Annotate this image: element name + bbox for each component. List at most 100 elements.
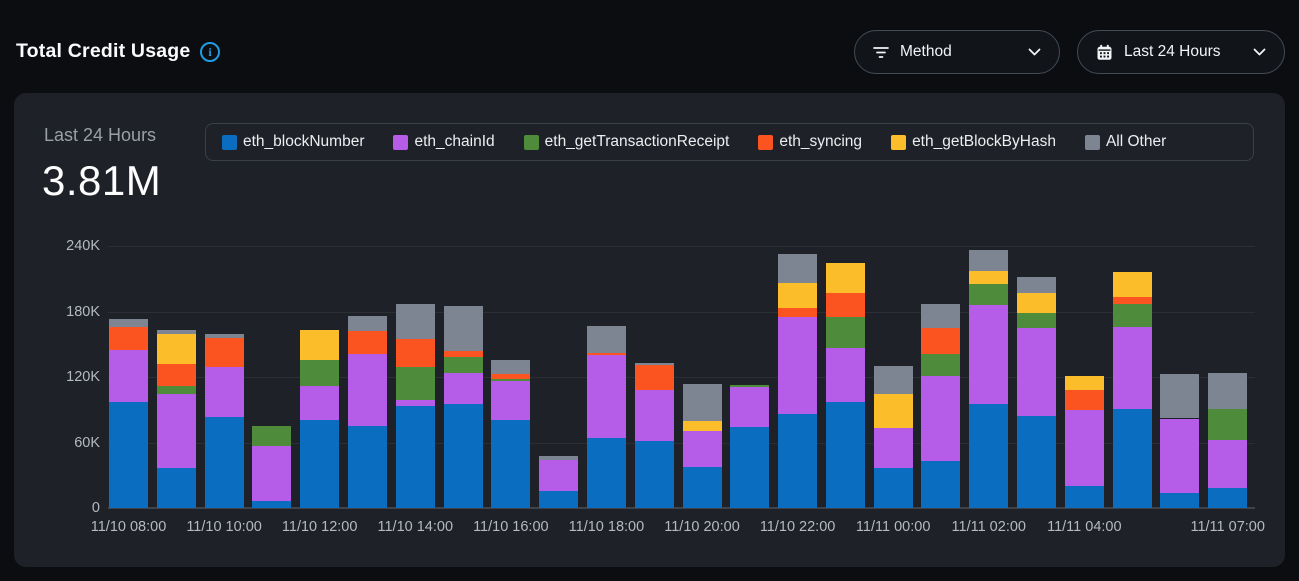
- info-icon[interactable]: i: [200, 42, 220, 62]
- bar-segment[interactable]: [443, 306, 483, 351]
- bar-segment[interactable]: [491, 419, 531, 508]
- bar-segment[interactable]: [300, 419, 340, 508]
- bar-segment[interactable]: [1208, 440, 1248, 489]
- chart-bar[interactable]: [156, 246, 196, 508]
- bar-segment[interactable]: [730, 427, 770, 508]
- chart-bar[interactable]: [443, 246, 483, 508]
- bar-segment[interactable]: [443, 357, 483, 373]
- bar-segment[interactable]: [778, 283, 818, 309]
- bar-segment[interactable]: [1064, 375, 1104, 391]
- bar-segment[interactable]: [300, 385, 340, 420]
- bar-segment[interactable]: [682, 383, 722, 421]
- bar-segment[interactable]: [539, 490, 579, 508]
- legend-item[interactable]: eth_getBlockByHash: [891, 133, 1056, 151]
- bar-segment[interactable]: [204, 337, 244, 368]
- bar-segment[interactable]: [109, 349, 148, 403]
- chart-bar[interactable]: [969, 246, 1009, 508]
- bar-segment[interactable]: [395, 338, 435, 368]
- chart-bar[interactable]: [921, 246, 961, 508]
- bar-segment[interactable]: [969, 284, 1009, 305]
- bar-segment[interactable]: [491, 359, 531, 374]
- bar-segment[interactable]: [1160, 373, 1200, 419]
- bar-segment[interactable]: [825, 292, 865, 317]
- bar-segment[interactable]: [825, 402, 865, 508]
- bar-segment[interactable]: [204, 417, 244, 508]
- bar-segment[interactable]: [1208, 408, 1248, 441]
- bar-segment[interactable]: [1208, 488, 1248, 508]
- bar-segment[interactable]: [1112, 272, 1152, 298]
- bar-segment[interactable]: [921, 354, 961, 376]
- bar-segment[interactable]: [156, 467, 196, 508]
- bar-segment[interactable]: [1017, 416, 1057, 508]
- chart-bar[interactable]: [778, 246, 818, 508]
- chart-bar[interactable]: [109, 246, 148, 508]
- bar-segment[interactable]: [300, 330, 340, 360]
- bar-segment[interactable]: [969, 404, 1009, 508]
- bar-segment[interactable]: [395, 399, 435, 407]
- chart-bar[interactable]: [252, 246, 292, 508]
- bar-segment[interactable]: [873, 366, 913, 395]
- bar-segment[interactable]: [109, 326, 148, 350]
- bar-segment[interactable]: [156, 334, 196, 364]
- chart-bar[interactable]: [873, 246, 913, 508]
- legend-item[interactable]: eth_syncing: [758, 133, 862, 151]
- chart-bar[interactable]: [347, 246, 387, 508]
- bar-segment[interactable]: [873, 394, 913, 429]
- legend-item[interactable]: All Other: [1084, 133, 1166, 151]
- bar-segment[interactable]: [778, 308, 818, 317]
- bar-segment[interactable]: [252, 445, 292, 502]
- bar-segment[interactable]: [539, 459, 579, 491]
- bar-segment[interactable]: [969, 250, 1009, 272]
- bar-segment[interactable]: [156, 385, 196, 395]
- bar-segment[interactable]: [682, 430, 722, 467]
- bar-segment[interactable]: [825, 316, 865, 348]
- bar-segment[interactable]: [682, 466, 722, 508]
- bar-segment[interactable]: [586, 438, 626, 508]
- bar-segment[interactable]: [1112, 326, 1152, 409]
- bar-segment[interactable]: [109, 402, 148, 508]
- bar-segment[interactable]: [1017, 312, 1057, 328]
- bar-segment[interactable]: [347, 354, 387, 427]
- bar-segment[interactable]: [204, 367, 244, 418]
- bar-segment[interactable]: [156, 394, 196, 468]
- bar-segment[interactable]: [921, 375, 961, 462]
- bar-segment[interactable]: [252, 501, 292, 508]
- chart-bar[interactable]: [395, 246, 435, 508]
- bar-segment[interactable]: [491, 373, 531, 380]
- bar-segment[interactable]: [443, 350, 483, 358]
- legend-item[interactable]: eth_blockNumber: [222, 133, 364, 151]
- bar-segment[interactable]: [634, 362, 674, 365]
- bar-segment[interactable]: [969, 271, 1009, 285]
- bar-segment[interactable]: [873, 428, 913, 468]
- bar-segment[interactable]: [730, 386, 770, 428]
- chart-bar[interactable]: [1112, 246, 1152, 508]
- bar-segment[interactable]: [539, 455, 579, 460]
- bar-segment[interactable]: [778, 253, 818, 284]
- chart-bar[interactable]: [1208, 246, 1248, 508]
- date-range-dropdown[interactable]: Last 24 Hours: [1077, 30, 1285, 74]
- bar-segment[interactable]: [634, 441, 674, 508]
- chart-bar[interactable]: [539, 246, 579, 508]
- chart-bar[interactable]: [634, 246, 674, 508]
- bar-segment[interactable]: [1017, 292, 1057, 313]
- bar-segment[interactable]: [1112, 408, 1152, 508]
- bar-segment[interactable]: [586, 325, 626, 353]
- bar-segment[interactable]: [778, 414, 818, 508]
- bar-segment[interactable]: [1160, 418, 1200, 493]
- bar-segment[interactable]: [778, 316, 818, 415]
- bar-segment[interactable]: [204, 334, 244, 338]
- bar-segment[interactable]: [730, 384, 770, 387]
- chart-bar[interactable]: [682, 246, 722, 508]
- bar-segment[interactable]: [1017, 276, 1057, 293]
- bar-segment[interactable]: [1112, 303, 1152, 327]
- chart-bar[interactable]: [1160, 246, 1200, 508]
- chart-bar[interactable]: [300, 246, 340, 508]
- method-filter-dropdown[interactable]: Method: [854, 30, 1060, 74]
- bar-segment[interactable]: [1064, 390, 1104, 410]
- bar-segment[interactable]: [109, 319, 148, 327]
- bar-segment[interactable]: [491, 381, 531, 420]
- chart-bar[interactable]: [204, 246, 244, 508]
- bar-segment[interactable]: [491, 379, 531, 382]
- bar-segment[interactable]: [347, 331, 387, 355]
- bar-segment[interactable]: [1112, 297, 1152, 304]
